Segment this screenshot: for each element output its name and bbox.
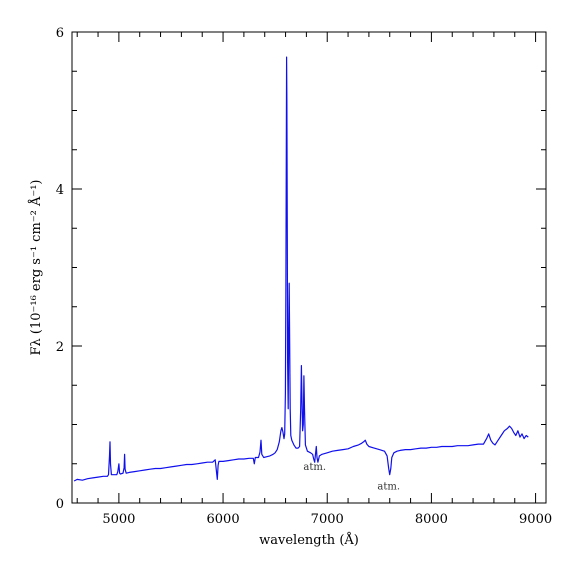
- x-tick-label: 8000: [415, 512, 448, 527]
- axis-ticks: [72, 31, 546, 504]
- atm-annotation: atm.: [303, 462, 326, 473]
- annotations: atm. atm.: [303, 462, 400, 493]
- y-tick-label: 2: [56, 340, 64, 355]
- x-tick-label: 6000: [207, 512, 240, 527]
- x-tick-label: 7000: [311, 512, 344, 527]
- y-axis-title: Fλ (10⁻¹⁶ erg s⁻¹ cm⁻² Å⁻¹): [28, 179, 44, 355]
- y-tick-label: 4: [56, 183, 64, 198]
- x-axis-title: wavelength (Å): [259, 532, 359, 548]
- plot-frame: [71, 31, 547, 504]
- y-tick-label: 6: [56, 26, 64, 41]
- x-tick-label: 5000: [102, 512, 135, 527]
- y-tick-label: 0: [56, 497, 64, 512]
- x-tick-label: 9000: [519, 512, 552, 527]
- axis-tick-labels: 5000 6000 7000 8000 9000 0 2 4 6: [56, 26, 552, 527]
- spectrum-line: [73, 56, 529, 482]
- atm-annotation: atm.: [377, 482, 400, 493]
